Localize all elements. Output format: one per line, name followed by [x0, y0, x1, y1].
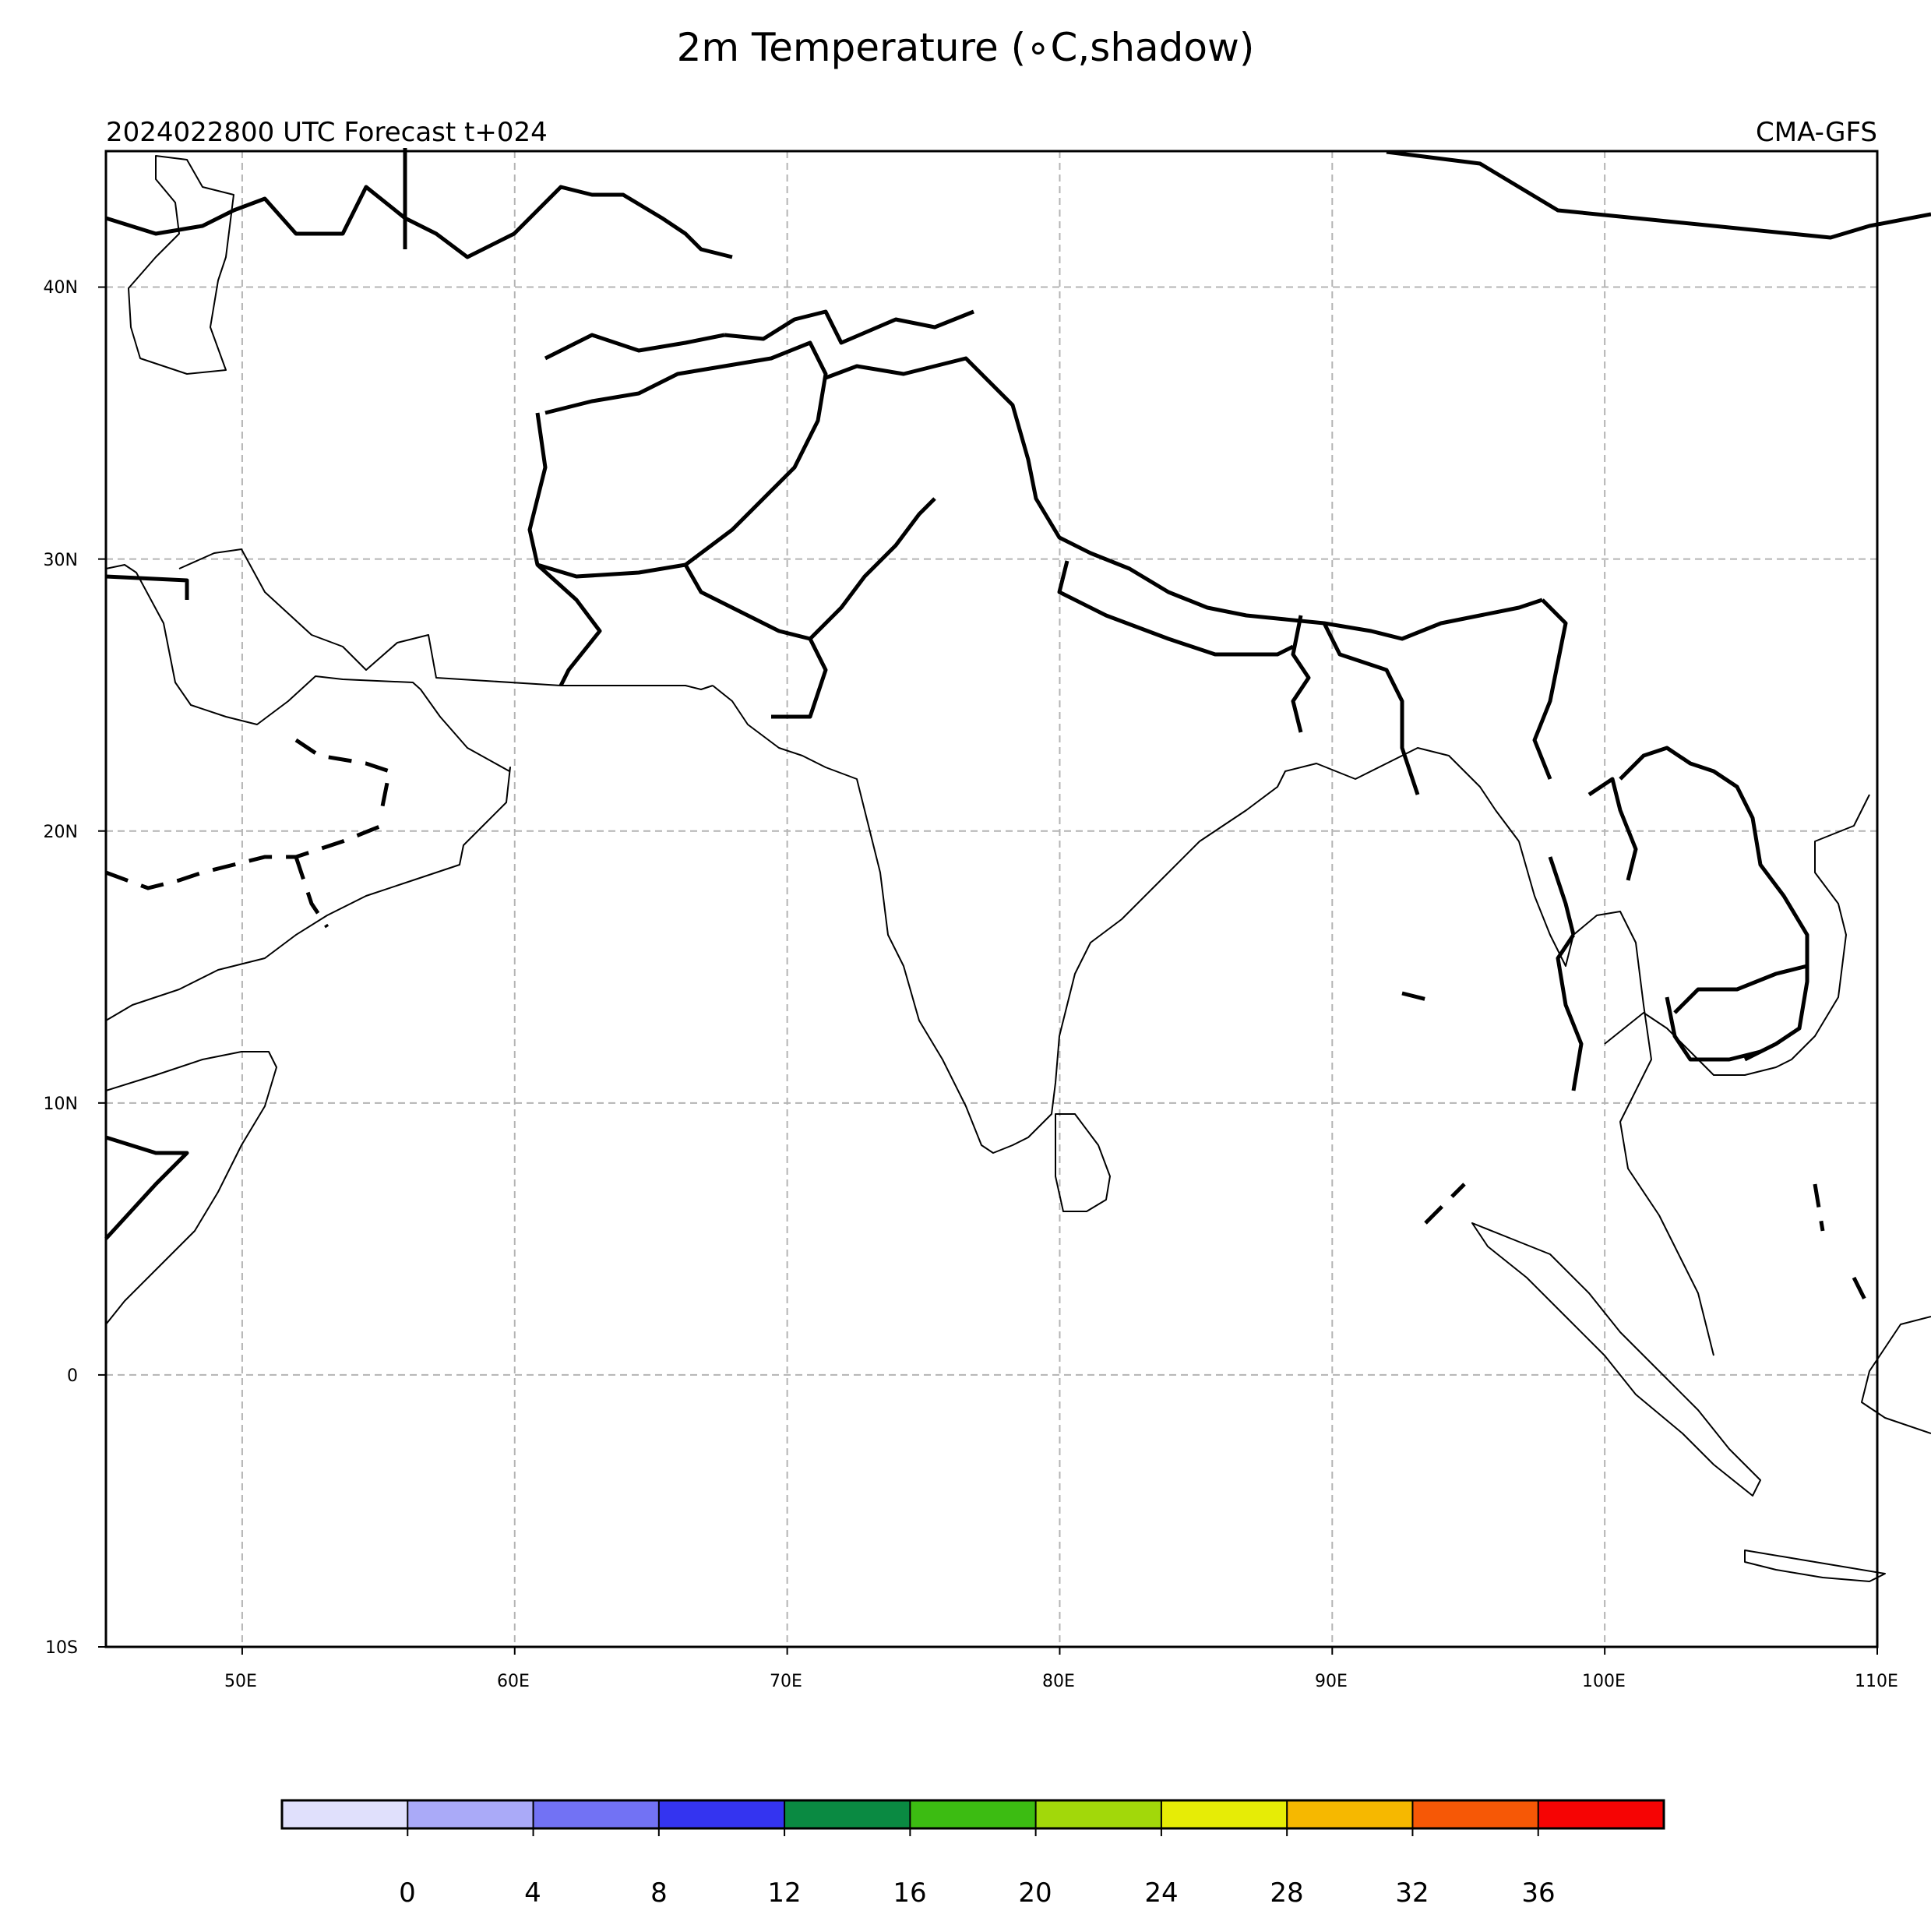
colorbar-tick-label: 4: [524, 1877, 541, 1909]
sri-lanka: [1055, 1113, 1111, 1212]
lat-label-0: 0: [67, 1366, 78, 1386]
caspian-sea: [128, 155, 234, 375]
lon-label-60e: 60E: [497, 1672, 530, 1691]
country-borders: [104, 148, 1931, 1240]
sumatra: [1471, 1222, 1761, 1497]
colorbar-tick-label: 12: [767, 1877, 802, 1909]
colorbar-swatch: [533, 1800, 660, 1828]
colorbar-swatch: [282, 1800, 408, 1828]
lat-label-20n: 20N: [43, 823, 78, 842]
lat-label-10n: 10N: [43, 1095, 78, 1114]
java: [1744, 1549, 1886, 1582]
horn-of-africa: [105, 1051, 277, 1325]
colorbar-swatch: [407, 1800, 534, 1828]
myanmar-coast: [1518, 841, 1714, 1356]
lon-label-110e: 110E: [1855, 1672, 1898, 1691]
colorbar-swatch: [1412, 1800, 1539, 1828]
colorbar: [280, 1799, 1665, 1836]
coastlines: [105, 155, 1931, 1582]
iran-coast: [178, 548, 714, 690]
chart-title: 2m Temperature (∘C,shadow): [676, 25, 1255, 70]
colorbar-tick-label: 28: [1270, 1877, 1304, 1909]
forecast-time-label: 2024022800 UTC Forecast t+024: [106, 117, 548, 148]
map-frame: [104, 150, 1879, 1648]
colorbar-tick-label: 20: [1018, 1877, 1052, 1909]
colorbar-swatch: [784, 1800, 911, 1828]
borneo-edge: [1861, 1316, 1931, 1434]
colorbar-swatch: [1035, 1800, 1162, 1828]
india-coast: [712, 685, 1520, 1154]
gulf-of-thailand: [1604, 794, 1870, 1076]
colorbar-tick-label: 8: [650, 1877, 668, 1909]
disputed-borders: [105, 738, 1872, 1310]
arabian-coast: [105, 564, 511, 1021]
lon-label-70e: 70E: [770, 1672, 802, 1691]
lat-label-30n: 30N: [43, 551, 78, 570]
colorbar-swatch: [1161, 1800, 1288, 1828]
colorbar-tick-label: 24: [1144, 1877, 1179, 1909]
colorbar-swatch: [658, 1800, 785, 1828]
colorbar-swatch: [1287, 1800, 1413, 1828]
colorbar-tick-label: 36: [1521, 1877, 1556, 1909]
axis-ticks: [98, 286, 1878, 1655]
lon-label-80e: 80E: [1042, 1672, 1075, 1691]
colorbar-swatch: [910, 1800, 1037, 1828]
colorbar-swatch: [1538, 1800, 1665, 1828]
colorbar-tick-label: 0: [399, 1877, 416, 1909]
colorbar-frame: [280, 1799, 1665, 1830]
lon-label-90e: 90E: [1315, 1672, 1348, 1691]
lat-label-10s: 10S: [45, 1638, 78, 1658]
lon-label-100e: 100E: [1582, 1672, 1626, 1691]
map-gridlines: [106, 151, 1877, 1647]
lat-label-40n: 40N: [43, 278, 78, 298]
colorbar-tick-label: 16: [893, 1877, 927, 1909]
colorbar-tick-label: 32: [1395, 1877, 1429, 1909]
lon-label-50e: 50E: [224, 1672, 257, 1691]
model-name-label: CMA-GFS: [1756, 117, 1877, 148]
